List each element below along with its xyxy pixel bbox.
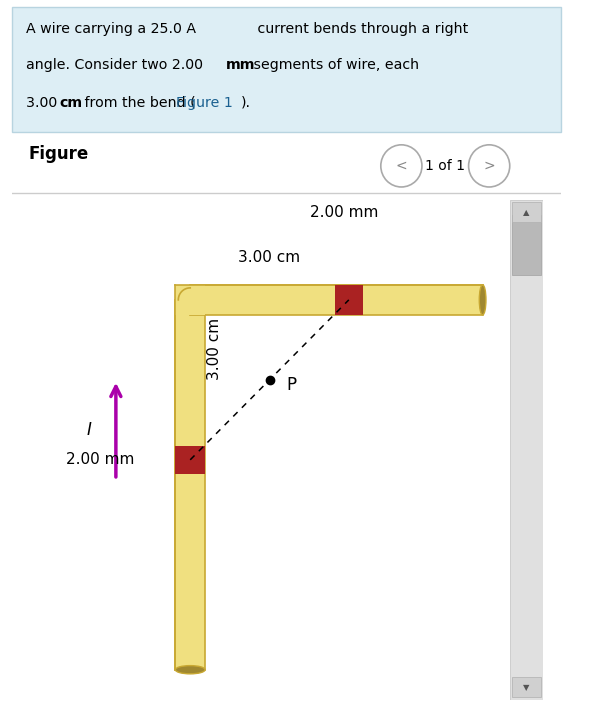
Text: <: < — [395, 159, 407, 173]
Text: 2.00 mm: 2.00 mm — [66, 452, 135, 468]
Text: from the bend (: from the bend ( — [80, 96, 196, 110]
Text: Figure 1: Figure 1 — [176, 96, 233, 110]
Text: ).: ). — [241, 96, 251, 110]
Text: cm: cm — [60, 96, 83, 110]
Text: angle. Consider two 2.00: angle. Consider two 2.00 — [25, 59, 207, 72]
Bar — [512, 215, 541, 275]
Ellipse shape — [175, 665, 205, 674]
Bar — [512, 203, 541, 223]
Text: I: I — [86, 421, 91, 439]
Text: Figure: Figure — [28, 145, 88, 164]
Bar — [175, 300, 205, 670]
Text: ▼: ▼ — [523, 683, 530, 692]
Bar — [190, 285, 483, 315]
Text: ▲: ▲ — [523, 208, 530, 217]
Bar — [175, 285, 205, 315]
Text: 2.00 mm: 2.00 mm — [310, 205, 378, 220]
Text: current bends through a right: current bends through a right — [253, 22, 468, 36]
Bar — [512, 677, 541, 697]
Ellipse shape — [479, 285, 486, 315]
Text: segments of wire, each: segments of wire, each — [249, 59, 419, 72]
Bar — [335, 285, 363, 315]
Text: 3.00 cm: 3.00 cm — [238, 250, 300, 265]
Text: 1 of 1: 1 of 1 — [425, 159, 466, 173]
Text: A wire carrying a 25.0 A: A wire carrying a 25.0 A — [25, 22, 195, 36]
FancyBboxPatch shape — [12, 7, 560, 132]
Text: 3.00: 3.00 — [25, 96, 61, 110]
Bar — [175, 446, 205, 474]
Text: mm: mm — [226, 59, 255, 72]
Text: P: P — [287, 376, 297, 394]
Text: 3.00 cm: 3.00 cm — [206, 318, 221, 380]
Text: >: > — [483, 159, 495, 173]
